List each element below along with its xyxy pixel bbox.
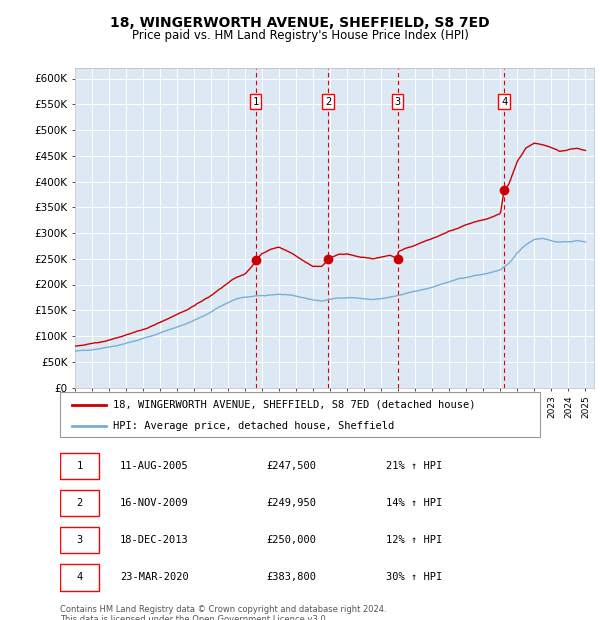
- Text: 18, WINGERWORTH AVENUE, SHEFFIELD, S8 7ED: 18, WINGERWORTH AVENUE, SHEFFIELD, S8 7E…: [110, 16, 490, 30]
- Text: 16-NOV-2009: 16-NOV-2009: [120, 498, 189, 508]
- Text: 1: 1: [76, 461, 83, 471]
- FancyBboxPatch shape: [60, 392, 540, 437]
- Text: 11-AUG-2005: 11-AUG-2005: [120, 461, 189, 471]
- Text: £249,950: £249,950: [266, 498, 316, 508]
- Text: 30% ↑ HPI: 30% ↑ HPI: [386, 572, 443, 582]
- Text: 1: 1: [253, 97, 259, 107]
- FancyBboxPatch shape: [60, 564, 99, 590]
- Text: £247,500: £247,500: [266, 461, 316, 471]
- FancyBboxPatch shape: [60, 453, 99, 479]
- Text: £383,800: £383,800: [266, 572, 316, 582]
- Text: 4: 4: [76, 572, 83, 582]
- Text: 4: 4: [501, 97, 507, 107]
- Text: 18, WINGERWORTH AVENUE, SHEFFIELD, S8 7ED (detached house): 18, WINGERWORTH AVENUE, SHEFFIELD, S8 7E…: [113, 399, 475, 410]
- FancyBboxPatch shape: [60, 490, 99, 516]
- Text: 14% ↑ HPI: 14% ↑ HPI: [386, 498, 443, 508]
- Text: 23-MAR-2020: 23-MAR-2020: [120, 572, 189, 582]
- Text: HPI: Average price, detached house, Sheffield: HPI: Average price, detached house, Shef…: [113, 421, 394, 431]
- Text: 12% ↑ HPI: 12% ↑ HPI: [386, 535, 443, 545]
- Text: 3: 3: [395, 97, 401, 107]
- Text: Contains HM Land Registry data © Crown copyright and database right 2024.
This d: Contains HM Land Registry data © Crown c…: [60, 604, 386, 620]
- Text: £250,000: £250,000: [266, 535, 316, 545]
- Text: 21% ↑ HPI: 21% ↑ HPI: [386, 461, 443, 471]
- FancyBboxPatch shape: [60, 527, 99, 553]
- Text: 3: 3: [76, 535, 83, 545]
- Text: 2: 2: [76, 498, 83, 508]
- Text: 2: 2: [325, 97, 331, 107]
- Text: Price paid vs. HM Land Registry's House Price Index (HPI): Price paid vs. HM Land Registry's House …: [131, 29, 469, 42]
- Text: 18-DEC-2013: 18-DEC-2013: [120, 535, 189, 545]
